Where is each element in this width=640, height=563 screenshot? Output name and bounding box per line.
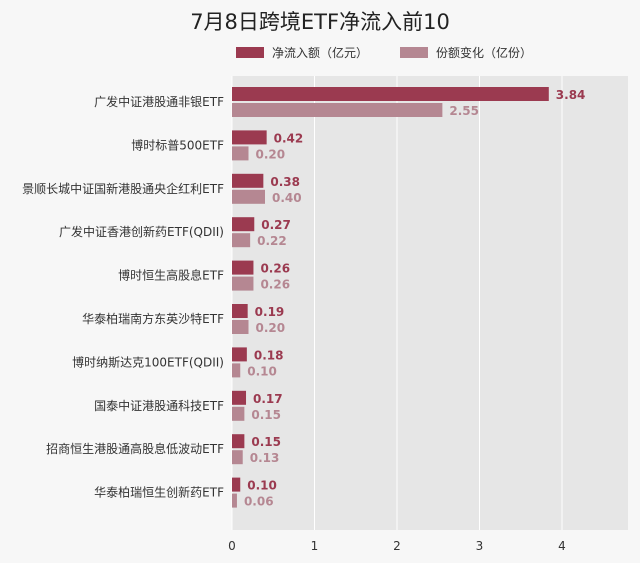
bar-net-inflow bbox=[232, 130, 267, 145]
value-label-share-change: 0.15 bbox=[251, 408, 281, 422]
legend: 净流入额（亿元） 份额变化（亿份） bbox=[236, 42, 564, 62]
legend-label-net-inflow: 净流入额（亿元） bbox=[272, 45, 369, 60]
bar-net-inflow bbox=[232, 390, 247, 405]
category-label: 景顺长城中证国新港股通央企红利ETF bbox=[22, 181, 224, 196]
category-label: 博时恒生高股息ETF bbox=[118, 268, 224, 283]
value-label-net-inflow: 0.15 bbox=[251, 435, 281, 449]
bar-share-change bbox=[232, 276, 254, 291]
value-label-share-change: 0.22 bbox=[257, 234, 287, 248]
bar-net-inflow bbox=[232, 477, 241, 492]
category-label: 招商恒生港股通高股息低波动ETF bbox=[46, 441, 224, 456]
x-tick-label: 2 bbox=[393, 539, 401, 553]
value-label-share-change: 0.13 bbox=[250, 451, 280, 465]
bar-net-inflow bbox=[232, 217, 255, 232]
x-tick-label: 3 bbox=[476, 539, 484, 553]
category-label: 博时标普500ETF bbox=[131, 137, 224, 152]
bar-net-inflow bbox=[232, 347, 247, 362]
x-tick-label: 0 bbox=[228, 539, 236, 553]
legend-swatch-share-change bbox=[400, 46, 429, 58]
category-label: 华泰柏瑞恒生创新药ETF bbox=[94, 485, 224, 500]
value-label-share-change: 0.20 bbox=[256, 321, 286, 335]
value-label-share-change: 0.20 bbox=[256, 147, 286, 161]
category-label: 华泰柏瑞南方东英沙特ETF bbox=[82, 311, 224, 326]
bar-share-change bbox=[232, 450, 243, 465]
bar-net-inflow bbox=[232, 304, 248, 318]
bar-share-change bbox=[232, 320, 249, 334]
value-label-net-inflow: 0.27 bbox=[261, 218, 291, 232]
value-label-share-change: 2.55 bbox=[449, 104, 479, 118]
value-label-net-inflow: 0.38 bbox=[270, 175, 300, 189]
value-label-net-inflow: 0.10 bbox=[247, 479, 277, 493]
chart-title: 7月8日跨境ETF净流入前10 bbox=[190, 10, 450, 34]
bar-share-change bbox=[232, 103, 443, 117]
bar-share-change bbox=[232, 146, 249, 161]
category-label: 广发中证港股通非银ETF bbox=[94, 94, 224, 109]
value-label-net-inflow: 0.17 bbox=[253, 392, 283, 406]
value-label-net-inflow: 3.84 bbox=[556, 88, 586, 102]
bar-net-inflow bbox=[232, 87, 549, 101]
value-label-share-change: 0.10 bbox=[247, 364, 277, 378]
value-label-net-inflow: 0.26 bbox=[260, 262, 290, 276]
legend-swatch-net-inflow bbox=[236, 46, 264, 58]
bar-net-inflow bbox=[232, 260, 254, 275]
x-tick-label: 4 bbox=[558, 539, 566, 553]
legend-item-share-change: 份额变化（亿份） bbox=[400, 44, 532, 61]
legend-item-net-inflow: 净流入额（亿元） bbox=[236, 44, 368, 61]
bar-share-change bbox=[232, 189, 265, 204]
value-label-net-inflow: 0.19 bbox=[255, 305, 285, 319]
bar-share-change bbox=[232, 493, 237, 508]
value-label-share-change: 0.06 bbox=[244, 495, 274, 509]
category-label: 博时纳斯达克100ETF(QDII) bbox=[72, 354, 224, 369]
bar-share-change bbox=[232, 406, 245, 421]
category-label: 国泰中证港股通科技ETF bbox=[94, 398, 224, 413]
value-label-share-change: 0.26 bbox=[260, 278, 290, 292]
value-label-share-change: 0.40 bbox=[272, 191, 302, 205]
bar-net-inflow bbox=[232, 173, 264, 188]
value-label-net-inflow: 0.18 bbox=[254, 348, 284, 362]
category-label: 广发中证香港创新药ETF(QDII) bbox=[59, 224, 224, 239]
x-tick-label: 1 bbox=[311, 539, 319, 553]
bar-net-inflow bbox=[232, 434, 245, 449]
bar-share-change bbox=[232, 363, 241, 378]
bar-share-change bbox=[232, 233, 251, 248]
value-label-net-inflow: 0.42 bbox=[274, 131, 304, 145]
legend-label-share-change: 份额变化（亿份） bbox=[436, 45, 533, 60]
